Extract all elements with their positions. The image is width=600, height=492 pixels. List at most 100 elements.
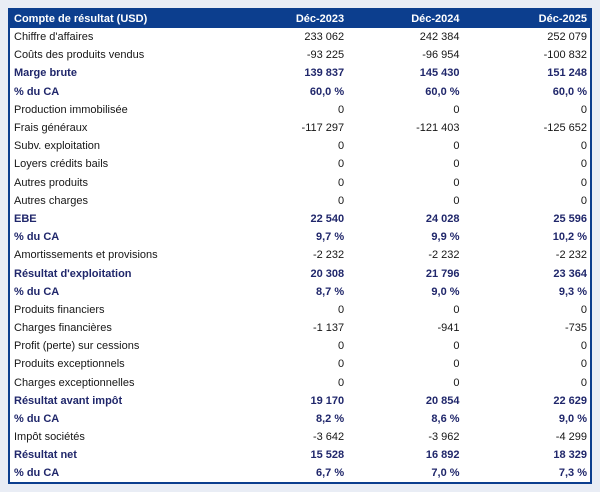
row-value: 60,0 % — [309, 85, 345, 98]
table-row: Production immobilisée 0 0 0 — [9, 101, 591, 119]
row-value: 0 — [338, 340, 345, 353]
row-value: -4 299 — [555, 431, 587, 444]
row-value: 8,2 % — [316, 413, 345, 426]
table-row: Résultat net 15 528 16 892 18 329 — [9, 446, 591, 464]
row-value: 9,9 % — [431, 231, 460, 244]
row-value: -121 403 — [416, 122, 460, 135]
table-row: Frais généraux -117 297 -121 403 -125 652 — [9, 119, 591, 137]
row-label: Résultat d'exploitation — [14, 267, 132, 280]
table-row: Produits exceptionnels 0 0 0 — [9, 355, 591, 373]
table-row: Impôt sociétés -3 642 -3 962 -4 299 — [9, 428, 591, 446]
row-value: 0 — [580, 358, 587, 371]
row-value: -125 652 — [543, 122, 587, 135]
row-value: 0 — [453, 194, 460, 207]
row-label: Charges exceptionnelles — [14, 376, 135, 389]
row-value: 145 430 — [419, 67, 460, 80]
row-value: 0 — [580, 103, 587, 116]
table-row: Produits financiers 0 0 0 — [9, 301, 591, 319]
row-label: Impôt sociétés — [14, 431, 85, 444]
row-value: 139 837 — [304, 67, 345, 80]
table-row: Subv. exploitation 0 0 0 — [9, 137, 591, 155]
row-value: 7,0 % — [431, 467, 460, 480]
row-value: 151 248 — [547, 67, 587, 80]
row-value: 0 — [453, 340, 460, 353]
row-value: 0 — [453, 303, 460, 316]
row-value: 0 — [580, 158, 587, 171]
table-row: Marge brute 139 837 145 430 151 248 — [9, 64, 591, 82]
table-row: % du CA 8,2 % 8,6 % 9,0 % — [9, 410, 591, 428]
row-value: 60,0 % — [425, 85, 460, 98]
table-row: Autres produits 0 0 0 — [9, 174, 591, 192]
row-value: -100 832 — [543, 49, 587, 62]
row-value: 8,6 % — [431, 413, 460, 426]
row-value: 0 — [338, 158, 345, 171]
table-row: % du CA 8,7 % 9,0 % 9,3 % — [9, 283, 591, 301]
row-value: -735 — [564, 322, 587, 335]
row-value: 22 540 — [310, 212, 345, 225]
row-value: -1 137 — [312, 322, 345, 335]
row-value: 0 — [453, 158, 460, 171]
row-label: Frais généraux — [14, 122, 88, 135]
row-value: 0 — [338, 176, 345, 189]
row-label: Coûts des produits vendus — [14, 49, 145, 62]
row-value: -3 642 — [312, 431, 345, 444]
row-value: 20 854 — [425, 394, 460, 407]
row-value: 0 — [580, 194, 587, 207]
row-value: 18 329 — [553, 449, 587, 462]
row-value: 252 079 — [547, 31, 587, 44]
row-label: Résultat net — [14, 449, 77, 462]
row-value: 0 — [453, 103, 460, 116]
row-value: 242 384 — [419, 31, 460, 44]
row-label: Chiffre d'affaires — [14, 31, 94, 44]
table-row: Charges financières -1 137 -941 -735 — [9, 319, 591, 337]
table-row: Amortissements et provisions -2 232 -2 232… — [9, 246, 591, 264]
row-value: 9,3 % — [558, 285, 587, 298]
table-row: Chiffre d'affaires 233 062 242 384 252 079 — [9, 28, 591, 46]
row-label: % du CA — [14, 413, 60, 426]
table-row: Résultat avant impôt 19 170 20 854 22 629 — [9, 392, 591, 410]
row-label: % du CA — [14, 231, 60, 244]
row-value: 20 308 — [310, 267, 345, 280]
table-row: Coûts des produits vendus -93 225 -96 954 -… — [9, 46, 591, 64]
row-value: 0 — [580, 303, 587, 316]
row-value: 6,7 % — [316, 467, 345, 480]
row-label: Production immobilisée — [14, 103, 128, 116]
row-value: 15 528 — [310, 449, 345, 462]
table-body: Chiffre d'affaires 233 062 242 384 252 079 C… — [9, 28, 591, 483]
row-value: 0 — [453, 358, 460, 371]
row-value: 0 — [338, 103, 345, 116]
row-label: Subv. exploitation — [14, 140, 101, 153]
row-value: -2 232 — [555, 249, 587, 262]
row-value: 0 — [338, 194, 345, 207]
row-value: 0 — [338, 376, 345, 389]
row-value: 25 596 — [553, 212, 587, 225]
row-value: -941 — [437, 322, 460, 335]
row-value: 8,7 % — [316, 285, 345, 298]
income-statement-table: Compte de résultat (USD) Déc-2023 Déc-20… — [8, 8, 592, 484]
table-row: Profit (perte) sur cessions 0 0 0 — [9, 337, 591, 355]
row-value: -117 297 — [301, 122, 345, 135]
table-row: Charges exceptionnelles 0 0 0 — [9, 374, 591, 392]
row-value: 0 — [580, 176, 587, 189]
table-row: Loyers crédits bails 0 0 0 — [9, 155, 591, 173]
row-value: 0 — [453, 140, 460, 153]
row-label: Charges financières — [14, 322, 112, 335]
row-value: 24 028 — [425, 212, 460, 225]
table-header: Compte de résultat (USD) Déc-2023 Déc-20… — [9, 9, 591, 28]
row-label: % du CA — [14, 285, 60, 298]
row-value: 10,2 % — [552, 231, 587, 244]
row-label: % du CA — [14, 85, 60, 98]
table-row: EBE 22 540 24 028 25 596 — [9, 210, 591, 228]
row-value: -96 954 — [422, 49, 460, 62]
row-value: 0 — [338, 140, 345, 153]
row-value: 9,7 % — [316, 231, 345, 244]
row-label: Amortissements et provisions — [14, 249, 158, 262]
row-value: 9,0 % — [431, 285, 460, 298]
row-value: 0 — [338, 358, 345, 371]
header-col-dec-2025: Déc-2025 — [462, 9, 591, 28]
row-value: 233 062 — [304, 31, 345, 44]
row-value: -3 962 — [428, 431, 460, 444]
row-value: -2 232 — [428, 249, 460, 262]
row-label: Loyers crédits bails — [14, 158, 109, 171]
